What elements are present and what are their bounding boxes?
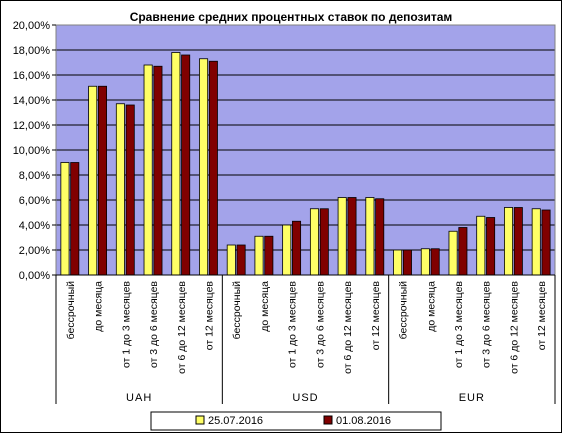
x-tick-label: бессрочный xyxy=(65,281,77,340)
bar xyxy=(292,220,302,276)
bar xyxy=(486,217,496,276)
x-tick-label: от 6 до 12 месяцев xyxy=(508,281,520,374)
legend-swatch-25-07 xyxy=(195,415,205,425)
x-tick-label: от 1 до 3 месяцев xyxy=(120,281,132,368)
y-tick-label: 4,00% xyxy=(19,220,50,232)
bar xyxy=(226,244,236,276)
group-label: EUR xyxy=(459,392,485,404)
axes: 0,00% 2,00% 4,00% 6,00% 8,00% 10,00% 12,00% 14,… xyxy=(13,20,556,404)
y-tick-label: 0,00% xyxy=(19,270,50,282)
bar xyxy=(504,207,514,276)
legend-swatch-01-08 xyxy=(323,415,333,425)
group-label: UAH xyxy=(126,392,152,404)
bar xyxy=(236,244,246,276)
x-tick-label: от 6 до 12 месяцев xyxy=(342,281,354,374)
y-tick-label: 12,00% xyxy=(13,120,51,132)
bar xyxy=(97,85,107,276)
bar xyxy=(430,248,440,276)
chart-title: Сравнение средних процентных ставок по д… xyxy=(130,10,453,24)
bar xyxy=(458,227,468,276)
bar xyxy=(60,162,70,276)
bar xyxy=(319,208,329,276)
x-tick-label: от 3 до 6 месяцев xyxy=(481,281,493,368)
bar xyxy=(309,208,319,276)
bar xyxy=(420,248,430,276)
bar xyxy=(88,85,98,276)
bar xyxy=(115,103,125,276)
bar xyxy=(337,197,347,276)
bar xyxy=(476,215,486,276)
x-tick-label: до месяца xyxy=(93,281,105,332)
bar xyxy=(153,65,163,276)
bar xyxy=(70,162,80,276)
x-tick-label: от 1 до 3 месяцев xyxy=(453,281,465,368)
y-tick-label: 20,00% xyxy=(13,20,51,32)
legend-label-25-07: 25.07.2016 xyxy=(208,415,263,427)
x-tick-label: от 3 до 6 месяцев xyxy=(314,281,326,368)
bars xyxy=(60,52,551,276)
bar xyxy=(541,209,551,276)
x-tick-label: от 1 до 3 месяцев xyxy=(287,281,299,368)
plot-area xyxy=(55,24,556,276)
x-tick-label: бессрочный xyxy=(398,281,410,340)
x-tick-label: от 12 месяцев xyxy=(370,281,382,351)
bar xyxy=(208,60,218,276)
x-tick-label: до месяца xyxy=(259,281,271,332)
bar xyxy=(402,249,412,276)
bar xyxy=(264,235,274,276)
y-tick-label: 10,00% xyxy=(13,145,51,157)
legend-label-01-08: 01.08.2016 xyxy=(336,415,391,427)
x-tick-label: от 12 месяцев xyxy=(536,281,548,351)
y-tick-label: 16,00% xyxy=(13,70,51,82)
bar xyxy=(365,197,375,276)
bar xyxy=(199,58,209,276)
bar xyxy=(531,208,541,276)
legend: 25.07.2016 01.08.2016 xyxy=(150,411,442,431)
bar xyxy=(347,197,357,276)
y-tick-label: 14,00% xyxy=(13,95,51,107)
x-tick-label: до месяца xyxy=(425,281,437,332)
bar xyxy=(181,54,191,276)
group-label: USD xyxy=(292,392,318,404)
x-tick-label: от 6 до 12 месяцев xyxy=(176,281,188,374)
x-tick-label: бессрочный xyxy=(231,281,243,340)
y-tick-label: 2,00% xyxy=(19,245,50,257)
y-tick-label: 8,00% xyxy=(19,170,50,182)
bar xyxy=(375,198,385,276)
bar xyxy=(143,64,153,276)
bar xyxy=(282,224,292,276)
bar xyxy=(254,235,264,276)
bar xyxy=(513,207,523,276)
x-tick-label: от 3 до 6 месяцев xyxy=(148,281,160,368)
bar xyxy=(125,104,135,276)
y-tick-label: 18,00% xyxy=(13,45,51,57)
y-tick-label: 6,00% xyxy=(19,195,50,207)
x-tick-label: от 12 месяцев xyxy=(203,281,215,351)
bar xyxy=(448,230,458,276)
bar xyxy=(171,52,181,276)
legend-box xyxy=(150,411,442,431)
bar xyxy=(393,249,403,276)
